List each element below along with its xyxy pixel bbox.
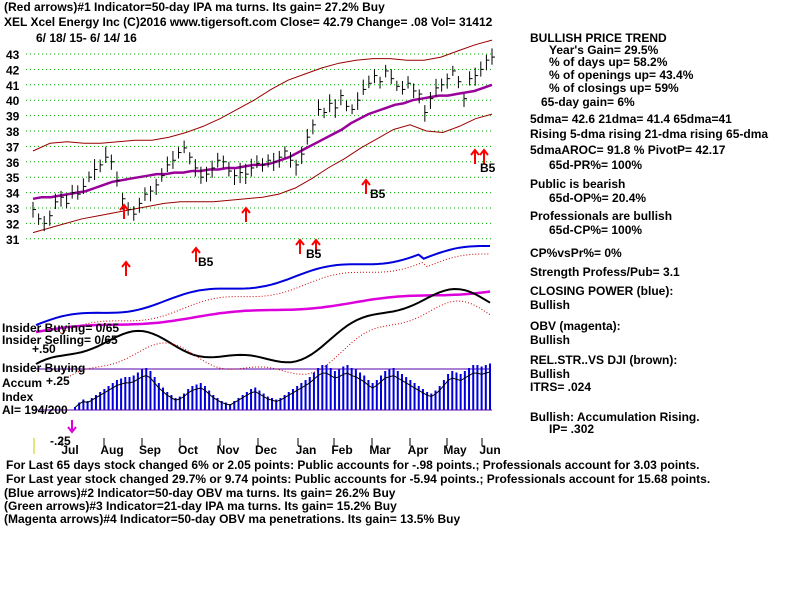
buy-arrow-red	[311, 238, 321, 254]
upper-band-line	[32, 39, 493, 152]
y-tick-label: 40	[6, 94, 20, 108]
ip-value: IP= .302	[549, 422, 595, 436]
buy-signal-label: B5	[480, 161, 496, 175]
indicator-1-header: (Red arrows)#1 Indicator=50-day IPA ma t…	[4, 0, 385, 14]
years-gain: Year's Gain= 29.5%	[549, 43, 659, 57]
relative-strength-line	[35, 287, 491, 365]
buy-arrow-red	[295, 238, 305, 254]
ma-direction: Rising 5-dma rising 21-dma rising 65-dma	[530, 127, 769, 141]
relstr-status: Bullish	[530, 367, 571, 381]
y-tick-label: 36	[6, 156, 20, 170]
buy-arrow-red	[470, 148, 480, 164]
aroc-pivot: 5dmaAROC= 91.8 % PivotP= 42.17	[530, 143, 726, 157]
y-tick-label: 39	[6, 110, 20, 124]
x-tick-label: Nov	[217, 443, 240, 457]
public-bearish: Public is bearish	[530, 177, 626, 191]
x-tick-label: Jun	[479, 443, 500, 457]
lower-band-line	[32, 113, 493, 234]
buy-arrow-red	[241, 206, 251, 222]
accum-index-ma-line	[74, 371, 491, 408]
obv-status: Bullish	[530, 333, 571, 347]
footer-magenta-arrows: (Magenta arrows)#4 Indicator=50-day OBV …	[4, 512, 461, 526]
pct-days-up: % of days up= 58.2%	[549, 55, 668, 69]
buy-arrow-red	[121, 260, 131, 276]
op-pct-65d: 65d-OP%= 20.4%	[549, 191, 647, 205]
footer-line-65days: For Last 65 days stock changed 6% or 2.0…	[6, 458, 700, 472]
trend-title: BULLISH PRICE TREND	[530, 31, 667, 45]
buy-arrow-red	[361, 178, 371, 194]
y-tick-label: 32	[6, 217, 20, 231]
moving-averages: 5dma= 42.6 21dma= 41.4 65dma=41	[530, 112, 732, 126]
pct-openings-up: % of openings up= 43.4%	[549, 68, 694, 82]
x-tick-label: Jan	[296, 443, 317, 457]
y-tick-label: 37	[6, 140, 20, 154]
closing-power-ma-line	[59, 253, 490, 334]
x-tick-label: Dec	[255, 443, 277, 457]
footer-green-arrows: (Green arrows)#3 Indicator=21-day IPA ma…	[4, 499, 397, 513]
x-tick-label: May	[443, 443, 467, 457]
buy-arrow-red	[479, 148, 489, 164]
x-tick-label: Mar	[369, 443, 391, 457]
buy-arrow-red	[119, 203, 129, 219]
x-tick-label: Sep	[139, 443, 161, 457]
closing-power-label: CLOSING POWER (blue):	[530, 284, 674, 298]
relstr-label: REL.STR..VS DJI (brown):	[530, 353, 678, 367]
obv-label: OBV (magenta):	[530, 319, 621, 333]
x-tick-label: Aug	[100, 443, 123, 457]
x-tick-label: Oct	[178, 443, 198, 457]
y-tick-label: 43	[6, 48, 20, 62]
accum-label: Accum	[2, 376, 43, 390]
footer-blue-arrows: (Blue arrows)#2 Indicator=50-day OBV ma …	[4, 486, 396, 500]
stock-title-line: XEL Xcel Energy Inc (C)2016 www.tigersof…	[4, 15, 493, 29]
gain-65day: 65-day gain= 6%	[541, 95, 635, 109]
cp-pct-65d: 65d-CP%= 100%	[549, 223, 643, 237]
index-label: Index	[2, 390, 34, 404]
insider-selling-label: Insider Selling= 0/65	[2, 333, 118, 347]
y-tick-label: 34	[6, 187, 20, 201]
obv-line	[35, 290, 491, 334]
pr-pct-65d: 65d-PR%= 100%	[549, 158, 643, 172]
obv-plus50-label: +.50	[32, 342, 56, 356]
y-tick-label: 41	[6, 79, 20, 93]
buy-signal-label: B5	[370, 187, 386, 201]
relative-strength-ma-line	[69, 300, 491, 377]
x-tick-label: Jul	[61, 443, 78, 457]
y-tick-label: 42	[6, 63, 20, 77]
y-tick-label: 38	[6, 125, 20, 139]
ma-65day-line	[32, 83, 493, 201]
insider-buying-label: Insider Buying= 0/65	[2, 321, 120, 335]
cp-vs-pr: CP%vsPr%= 0%	[530, 246, 622, 260]
closing-power-line	[35, 245, 490, 326]
pct-closings-up: % of closings up= 59%	[549, 81, 679, 95]
footer-line-year: For Last year stock changed 29.7% or 9.7…	[6, 472, 711, 486]
ai-value-label: AI= 194/200	[2, 403, 68, 417]
professionals-bullish: Professionals are bullish	[530, 209, 673, 223]
plus25-label: +.25	[46, 374, 70, 388]
x-tick-label: Apr	[408, 443, 429, 457]
buy-signal-label: B5	[306, 247, 322, 261]
magenta-buy-arrow	[67, 420, 77, 434]
y-tick-label: 31	[6, 233, 20, 247]
accum-insider-label: Insider Buying	[2, 361, 86, 375]
closing-power-status: Bullish	[530, 298, 571, 312]
date-range: 6/ 18/ 15- 6/ 14/ 16	[36, 31, 137, 45]
buy-arrow-red	[191, 246, 201, 262]
x-tick-label: Feb	[331, 443, 352, 457]
y-tick-label: 35	[6, 171, 20, 185]
accumulation-status: Bullish: Accumulation Rising.	[530, 410, 700, 424]
y-tick-label: 33	[6, 202, 20, 216]
minus25-label: -.25	[50, 434, 71, 448]
itrs-value: ITRS= .024	[530, 380, 592, 394]
strength-ratio: Strength Profess/Pub= 3.1	[530, 265, 680, 279]
buy-signal-label: B5	[198, 255, 214, 269]
